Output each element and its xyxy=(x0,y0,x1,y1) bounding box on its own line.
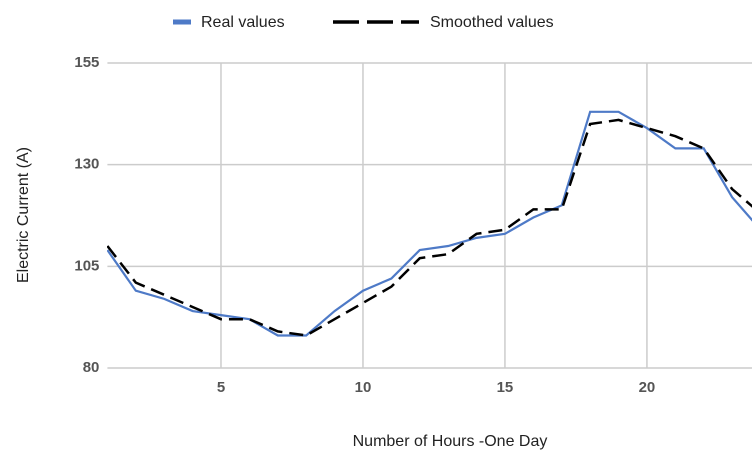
legend: Real values Smoothed values xyxy=(173,14,554,31)
series-line xyxy=(107,118,752,337)
grid: 80 105 130 155 5 10 15 20 xyxy=(74,54,752,396)
x-axis-label: Number of Hours -One Day xyxy=(353,433,548,450)
plot-area xyxy=(107,110,752,337)
x-tick-label: 15 xyxy=(497,379,514,396)
y-axis-label: Electric Current (A) xyxy=(15,147,32,283)
y-tick-label: 155 xyxy=(74,54,99,71)
x-tick-label: 5 xyxy=(217,379,225,396)
legend-label: Real values xyxy=(201,14,285,31)
x-tick-label: 20 xyxy=(639,379,656,396)
y-tick-label: 130 xyxy=(74,156,99,173)
y-tick-label: 105 xyxy=(74,257,99,274)
x-tick-label: 10 xyxy=(355,379,372,396)
legend-label: Smoothed values xyxy=(430,14,554,31)
series-line xyxy=(107,110,752,337)
y-tick-label: 80 xyxy=(83,359,100,376)
